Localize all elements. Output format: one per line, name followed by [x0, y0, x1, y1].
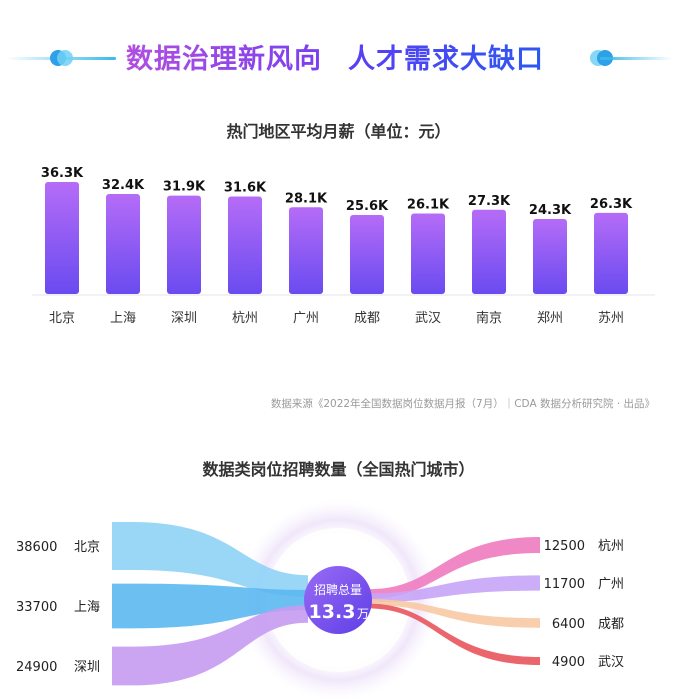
page-title-part1: 数据治理新风向	[126, 37, 322, 76]
header-line-right	[600, 57, 672, 60]
target-name: 成都	[598, 617, 624, 632]
bar-深圳	[167, 195, 201, 294]
target-value: 6400	[552, 617, 585, 632]
bar-category-label: 深圳	[171, 311, 197, 326]
bar-category-label: 郑州	[537, 311, 563, 326]
bar-武汉	[411, 213, 445, 294]
source-value: 24900	[16, 660, 57, 675]
bar-value-label: 31.6K	[224, 181, 267, 196]
source-ribbon-上海	[112, 583, 308, 629]
bar-郑州	[533, 219, 567, 294]
bar-category-label: 北京	[49, 311, 75, 326]
bar-value-label: 24.3K	[529, 203, 572, 218]
bar-南京	[472, 209, 506, 294]
bar-category-label: 上海	[110, 311, 136, 326]
bar-category-label: 成都	[354, 311, 380, 326]
bar-value-label: 31.9K	[163, 180, 206, 195]
center-total-label: 招聘总量	[314, 583, 362, 597]
target-value: 11700	[544, 577, 585, 592]
header-dots-left-icon	[50, 48, 73, 68]
target-value: 4900	[552, 655, 585, 670]
bar-value-label: 32.4K	[102, 178, 145, 193]
center-total-unit: 万	[357, 607, 369, 621]
source-name: 上海	[74, 600, 100, 615]
target-ribbon-广州	[368, 575, 540, 603]
center-total-circle	[304, 566, 372, 634]
bar-category-label: 苏州	[598, 310, 624, 326]
bar-category-label: 杭州	[232, 311, 258, 326]
bar-value-label: 26.3K	[590, 197, 633, 212]
source-value: 38600	[16, 540, 57, 555]
source-name: 北京	[74, 540, 100, 555]
bar-北京	[45, 182, 79, 294]
bar-上海	[106, 194, 140, 294]
bar-苏州	[594, 212, 628, 294]
header-banner: 数据治理新风向 人才需求大缺口	[0, 28, 677, 84]
target-name: 武汉	[598, 655, 624, 670]
page-title: 数据治理新风向 人才需求大缺口	[80, 28, 590, 84]
data-source-note: 数据来源《2022年全国数据岗位数据月报（7月）｜CDA 数据分析研究院 · 出…	[270, 398, 655, 410]
bar-成都	[350, 215, 384, 294]
source-name: 深圳	[74, 660, 100, 675]
target-name: 杭州	[598, 539, 624, 554]
bar-category-label: 武汉	[415, 311, 441, 326]
target-value: 12500	[544, 539, 585, 554]
center-total-value: 13.3	[309, 601, 356, 623]
salary-bar-chart: 36.3K 北京 32.4K 上海 31.9K 深圳 31.6K 杭州 28.1K 广州 25.6K…	[32, 166, 655, 326]
source-ribbon-北京	[112, 522, 308, 597]
bar-category-label: 广州	[293, 311, 319, 326]
bar-category-label: 南京	[476, 310, 502, 326]
page-title-part2: 人才需求大缺口	[348, 37, 544, 76]
target-name: 广州	[598, 577, 624, 592]
bar-广州	[289, 207, 323, 294]
target-ribbon-杭州	[368, 537, 540, 599]
recruitment-flow-chart: 38600 北京 33700 上海 24900 深圳 12500 杭州 11700 广州 6400 成…	[16, 500, 624, 699]
bar-value-label: 25.6K	[346, 199, 389, 214]
bar-杭州	[228, 196, 262, 294]
source-ribbon-深圳	[112, 605, 308, 686]
bar-value-label: 36.3K	[41, 166, 84, 181]
bar-value-label: 27.3K	[468, 194, 511, 209]
bar-value-label: 28.1K	[285, 191, 328, 206]
target-ribbon-武汉	[368, 603, 540, 666]
flow-chart-title: 数据类岗位招聘数量（全国热门城市）	[202, 460, 475, 479]
target-ribbon-成都	[368, 599, 540, 628]
bar-value-label: 26.1K	[407, 197, 450, 212]
source-value: 33700	[16, 600, 57, 615]
bar-chart-title: 热门地区平均月薪（单位：元）	[226, 122, 451, 141]
